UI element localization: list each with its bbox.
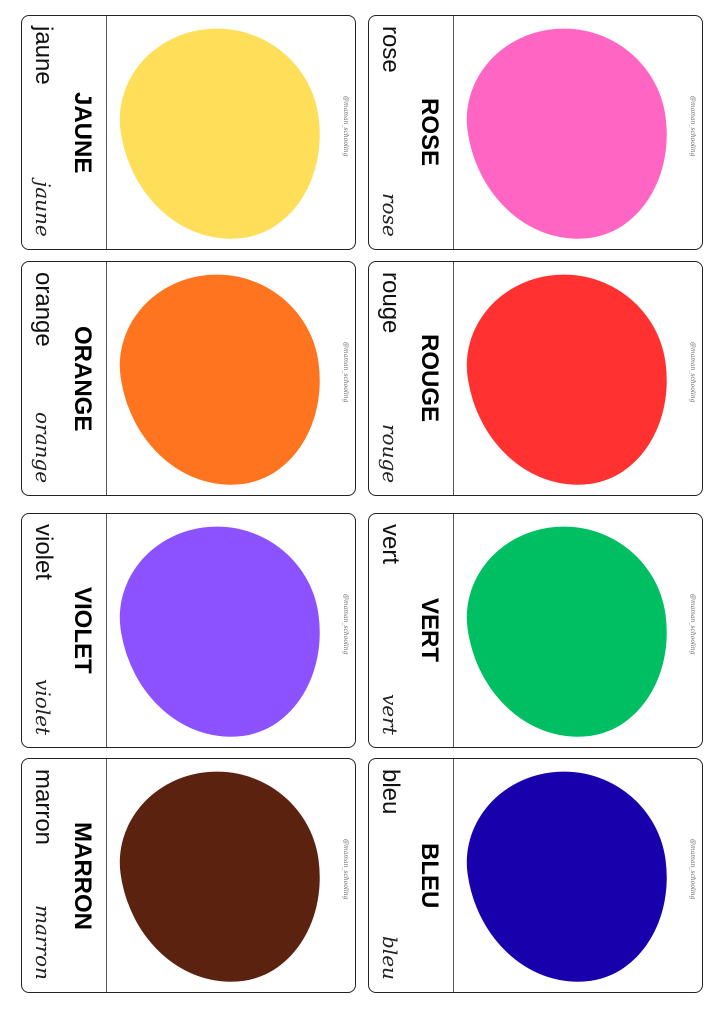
color-name-cursive: marron: [31, 905, 55, 980]
color-blob: [108, 15, 334, 253]
color-name-cursive: vert: [378, 694, 402, 735]
color-name-uppercase: ORANGE: [69, 325, 96, 432]
color-name-lowercase: violet: [30, 524, 57, 581]
color-card-violet: VIOLET violet violet @maman_schooling: [21, 513, 356, 751]
color-name-uppercase: JAUNE: [69, 91, 96, 174]
color-blob: [455, 15, 681, 253]
color-blob: [455, 513, 681, 751]
color-name-lowercase: jaune: [30, 26, 57, 85]
watermark: @maman_schooling: [689, 839, 696, 900]
color-card-marron: MARRON marron marron @maman_schooling: [21, 758, 356, 996]
color-card-rose: ROSE rose rose @maman_schooling: [368, 15, 703, 253]
watermark: @maman_schooling: [689, 594, 696, 655]
color-card-jaune: JAUNE jaune jaune @maman_schooling: [21, 15, 356, 253]
label-strip: MARRON marron marron: [22, 759, 107, 992]
label-strip: ROSE rose rose: [369, 16, 454, 249]
color-blob: [108, 513, 334, 751]
label-strip: VIOLET violet violet: [22, 514, 107, 747]
watermark: @maman_schooling: [689, 96, 696, 157]
color-name-cursive: jaune: [31, 181, 55, 237]
color-blob: [108, 758, 334, 996]
color-name-uppercase: ROUGE: [416, 334, 443, 423]
color-name-cursive: rose: [378, 193, 402, 237]
color-name-lowercase: marron: [30, 769, 57, 846]
color-card-bleu: BLEU bleu bleu @maman_schooling: [368, 758, 703, 996]
label-strip: ORANGE orange orange: [22, 262, 107, 495]
color-name-uppercase: VIOLET: [69, 587, 96, 674]
color-name-uppercase: ROSE: [416, 98, 443, 167]
color-blob: [455, 261, 681, 499]
color-name-lowercase: orange: [30, 272, 57, 347]
label-strip: VERT vert vert: [369, 514, 454, 747]
color-blob: [108, 261, 334, 499]
label-strip: JAUNE jaune jaune: [22, 16, 107, 249]
color-name-uppercase: BLEU: [416, 842, 443, 909]
watermark: @maman_schooling: [342, 594, 349, 655]
color-card-vert: VERT vert vert @maman_schooling: [368, 513, 703, 751]
color-name-lowercase: rose: [377, 26, 404, 73]
color-name-cursive: rouge: [378, 423, 402, 483]
color-name-lowercase: bleu: [377, 769, 404, 815]
color-name-uppercase: VERT: [416, 598, 443, 663]
watermark: @maman_schooling: [342, 839, 349, 900]
label-strip: BLEU bleu bleu: [369, 759, 454, 992]
color-name-cursive: orange: [31, 411, 55, 483]
color-name-uppercase: MARRON: [69, 821, 96, 930]
color-blob: [455, 758, 681, 996]
watermark: @maman_schooling: [689, 342, 696, 403]
color-name-lowercase: vert: [377, 524, 404, 565]
color-name-cursive: violet: [31, 678, 55, 735]
watermark: @maman_schooling: [342, 96, 349, 157]
watermark: @maman_schooling: [342, 342, 349, 403]
color-name-lowercase: rouge: [377, 272, 404, 334]
color-name-cursive: bleu: [378, 936, 402, 980]
label-strip: ROUGE rouge rouge: [369, 262, 454, 495]
color-card-rouge: ROUGE rouge rouge @maman_schooling: [368, 261, 703, 499]
color-card-orange: ORANGE orange orange @maman_schooling: [21, 261, 356, 499]
